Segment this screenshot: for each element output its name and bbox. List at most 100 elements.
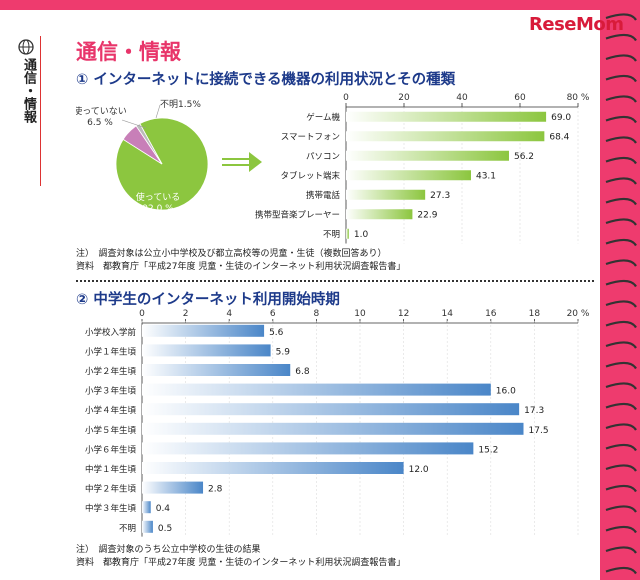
ring (605, 279, 637, 288)
bar (142, 324, 265, 337)
ring (605, 423, 637, 431)
category-label: 不明 (119, 524, 136, 534)
x-tick-label: 60 (514, 93, 526, 103)
bar (142, 422, 524, 435)
category-label: スマートフォン (281, 132, 340, 142)
x-tick-label: 20 % (567, 309, 590, 319)
section1-source: 資料 都教育庁「平成27年度 児童・生徒のインターネット利用状況調査報告書」 (76, 262, 406, 272)
value-label: 5.9 (276, 347, 291, 357)
bar (346, 150, 509, 161)
section2-heading: ② 中学生のインターネット利用開始時期 (76, 292, 340, 308)
start-age-bar-chart: 0 2 4 6 8 10 12 14 16 18 20 % 小学校入学前 5.6 小学１年生頃 5.9 小学２… (85, 309, 590, 537)
ring (605, 13, 637, 21)
x-tick-label: 18 (529, 309, 541, 319)
value-label: 43.1 (476, 171, 496, 181)
value-label: 22.9 (417, 210, 437, 220)
ring (605, 320, 637, 329)
value-label: 27.3 (430, 191, 450, 201)
ring (605, 525, 637, 534)
ring (605, 115, 637, 124)
ring (605, 505, 637, 513)
page (0, 10, 600, 580)
page-title: 通信・情報 (76, 40, 181, 64)
ring (605, 136, 637, 144)
ring (605, 33, 637, 42)
category-label: 小学５年生頃 (85, 425, 137, 436)
category-label: 携帯型音楽プレーヤー (255, 209, 340, 220)
x-tick-label: 80 % (567, 93, 590, 103)
category-label: ゲーム機 (306, 112, 340, 123)
pie-slice-2 (135, 123, 163, 165)
section1-note: 注） 調査対象は公立小中学校及び都立高校等の児童・生徒（複数回答あり） (76, 249, 387, 259)
value-label: 0.5 (158, 524, 172, 534)
category-label: 中学２年生頃 (85, 484, 137, 495)
x-tick-label: 12 (398, 309, 409, 319)
category-label: 小学４年生頃 (85, 405, 137, 416)
ring (605, 54, 637, 62)
value-label: 15.2 (478, 445, 498, 455)
x-tick-label: 2 (183, 309, 189, 319)
category-label: 小学１年生頃 (85, 346, 137, 357)
value-label: 12.0 (409, 465, 429, 475)
section2-note: 注） 調査対象のうち公立中学校の生徒の結果 (76, 545, 261, 555)
pie-value-used: 92.0 % (142, 204, 174, 214)
category-label: 不明 (323, 230, 340, 240)
category-label: 小学３年生頃 (85, 386, 137, 397)
section1-heading: ① インターネットに接続できる機器の利用状況とその種類 (76, 72, 456, 88)
side-tab (14, 36, 41, 186)
value-label: 17.5 (529, 426, 549, 436)
bar (142, 501, 151, 514)
category-label: 小学校入学前 (85, 327, 137, 338)
category-label: 中学１年生頃 (85, 464, 137, 475)
x-tick-label: 8 (314, 309, 320, 319)
ring (605, 197, 637, 206)
pie-value-not-used: 6.5 % (87, 118, 113, 128)
value-label: 16.0 (496, 387, 516, 397)
ring (605, 402, 637, 411)
value-label: 2.8 (208, 485, 223, 495)
divider (76, 280, 594, 282)
value-label: 1.0 (354, 230, 369, 240)
ring (605, 464, 637, 472)
x-tick-label: 16 (485, 309, 497, 319)
x-tick-label: 4 (226, 309, 232, 319)
ring (605, 259, 637, 267)
value-label: 5.6 (269, 328, 284, 338)
category-label: 小学６年生頃 (85, 444, 137, 455)
pie-label-used: 使っている (136, 191, 181, 203)
bar (346, 209, 413, 220)
value-label: 0.4 (156, 504, 171, 514)
bar (142, 383, 491, 396)
side-label: 通信・情報 (21, 58, 36, 123)
pie-label-unknown: 不明1.5% (160, 99, 201, 110)
x-tick-label: 0 (139, 309, 145, 319)
bar (346, 131, 545, 142)
value-label: 68.4 (549, 132, 569, 142)
globe-icon (18, 39, 34, 55)
category-label: 携帯電話 (306, 190, 341, 201)
ring (605, 156, 637, 165)
x-tick-label: 14 (441, 309, 453, 319)
bar (346, 228, 349, 239)
bar (346, 111, 547, 122)
bar (346, 170, 471, 181)
bar (346, 189, 426, 200)
value-label: 6.8 (295, 367, 310, 377)
value-label: 17.3 (524, 406, 544, 416)
ring (605, 546, 637, 554)
section2-source: 資料 都教育庁「平成27年度 児童・生徒のインターネット利用状況調査報告書」 (76, 558, 406, 568)
x-tick-label: 10 (354, 309, 366, 319)
ring (605, 566, 637, 575)
x-tick-label: 40 (456, 93, 468, 103)
ring (605, 218, 637, 226)
x-tick-label: 6 (270, 309, 276, 319)
bar (142, 462, 404, 474)
category-label: タブレット端末 (280, 170, 340, 181)
device-bar-chart: 0 20 40 60 80 % ゲーム機 69.0 スマートフォン 68.4 パソコン 56.2 タブ… (255, 93, 590, 244)
ring (605, 95, 637, 103)
bar (142, 442, 474, 455)
category-label: 小学２年生頃 (85, 366, 137, 377)
ring (605, 484, 637, 493)
category-label: 中学３年生頃 (85, 503, 137, 514)
